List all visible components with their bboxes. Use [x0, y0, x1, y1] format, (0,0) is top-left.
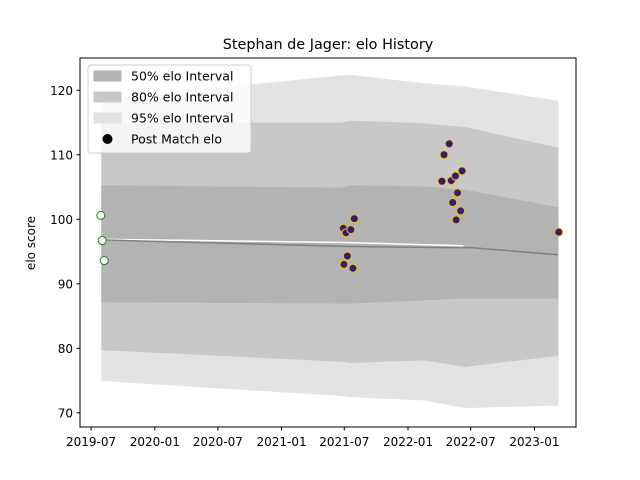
y-tick-label: 90 — [58, 277, 73, 291]
post-match-elo-point — [96, 210, 106, 220]
legend-swatch-80 — [93, 91, 122, 103]
legend-box — [87, 64, 252, 154]
x-tick-label: 2023-01 — [509, 435, 559, 449]
post-match-elo-point — [97, 236, 107, 246]
legend-label: Post Match elo — [131, 132, 222, 147]
post-match-elo-point — [99, 256, 109, 266]
chart-title: Stephan de Jager: elo History — [223, 37, 434, 53]
y-tick-label: 80 — [58, 342, 73, 356]
band-50-area — [101, 185, 559, 304]
x-tick-label: 2022-07 — [446, 435, 496, 449]
legend-swatch-50 — [93, 70, 122, 82]
post-match-elo-point — [444, 139, 454, 149]
y-tick-label: 70 — [58, 406, 73, 420]
y-axis-title: elo score — [24, 216, 38, 270]
post-match-elo-point — [450, 171, 460, 181]
post-match-elo-point — [342, 251, 352, 261]
y-axis: 70 80 90 100 110 120 — [50, 84, 80, 420]
post-match-elo-point — [453, 188, 463, 198]
legend-swatch-95 — [93, 112, 122, 124]
post-match-elo-point — [457, 166, 467, 176]
x-tick-label: 2021-01 — [257, 435, 307, 449]
y-tick-label: 120 — [50, 84, 73, 98]
mean-elo-line — [101, 239, 559, 256]
legend-marker-post-match — [102, 134, 113, 144]
post-match-elo-point — [554, 227, 564, 237]
post-match-elo-point — [456, 206, 466, 216]
x-tick-label: 2021-07 — [319, 435, 369, 449]
plot-frame — [79, 57, 577, 428]
post-match-elo-point — [346, 225, 356, 235]
post-match-elo-point — [348, 263, 358, 273]
post-match-elo-point — [439, 150, 449, 160]
post-match-elo-point — [451, 215, 461, 225]
plot-area — [79, 57, 577, 428]
legend: 50% elo Interval 80% elo Interval 95% elo … — [87, 64, 252, 154]
post-match-elo-point — [448, 198, 458, 207]
post-match-elo-point — [349, 214, 359, 224]
x-tick-label: 2020-01 — [130, 435, 180, 449]
x-tick-label: 2020-07 — [193, 435, 243, 449]
post-match-elo-point — [339, 259, 349, 269]
y-tick-label: 110 — [50, 148, 73, 162]
legend-label: 95% elo Interval — [131, 111, 233, 126]
post-match-elo-point — [437, 176, 447, 186]
x-tick-label: 2022-01 — [383, 435, 433, 449]
legend-label: 50% elo Interval — [131, 69, 233, 84]
x-tick-label: 2019-07 — [66, 435, 116, 449]
x-axis: 2019-07 2020-01 2020-07 2021-01 2021-07 2022-… — [66, 427, 560, 449]
highlight-line — [101, 238, 464, 247]
legend-label: 80% elo Interval — [131, 90, 233, 105]
y-tick-label: 100 — [50, 213, 73, 227]
